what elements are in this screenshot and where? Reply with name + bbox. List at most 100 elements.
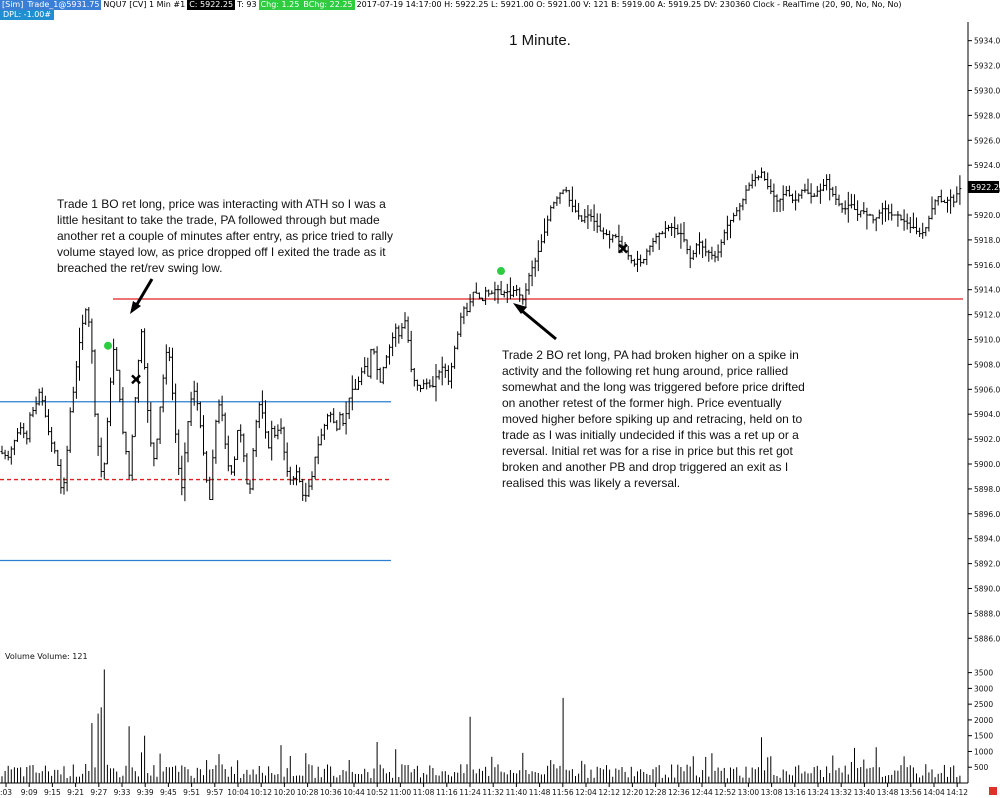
x-tick-label: 14:04 [923,788,945,797]
y-tick-label: 5896.00 [974,510,1000,519]
x-tick-label: 10:12 [250,788,272,797]
x-tick-label: 12:36 [668,788,690,797]
y-tick-label: 5918.00 [974,236,1000,245]
y-tick-label: 5928.00 [974,111,1000,120]
y-tick-label: 5888.00 [974,609,1000,618]
current-price-label: 5922.25 [968,180,1000,193]
y-tick-label: 5930.00 [974,86,1000,95]
y-tick-label: 5898.00 [974,485,1000,494]
x-tick-label: 13:24 [807,788,829,797]
x-tick-label: 12:52 [714,788,736,797]
current-price-box [968,180,999,193]
x-tick-label: 11:56 [552,788,574,797]
status-indicator [989,787,997,795]
annotation-arrows [130,278,557,341]
x-tick-label: 13:56 [900,788,922,797]
x-tick-label: 11:08 [413,788,435,797]
x-tick-label: 9:09 [21,788,38,797]
x-tick-label: 9:39 [137,788,154,797]
y-tick-label: 5890.00 [974,585,1000,594]
x-tick-label: 10:52 [366,788,388,797]
x-tick-label: 9:15 [44,788,61,797]
current-price-text: 5922.25 [971,183,1000,192]
x-tick-label: 12:44 [691,788,713,797]
entry-marker [497,267,505,276]
header-dpl-row: DPL: -1.00# [0,10,55,20]
x-tick-label: 9:45 [160,788,177,797]
header-field-3: C: 5922.25 [187,0,236,10]
y-tick-label: 5934.00 [974,37,1000,46]
x-tick-label: 9:57 [206,788,223,797]
header-field-7: 2017-07-19 14:17:00 H: 5922.25 L: 5921.0… [356,0,902,9]
volume-label: Volume Volume: 121 [5,652,88,661]
volume-tick-label: 1500 [974,732,993,741]
exit-marker [618,243,628,254]
x-tick-label: 9:27 [90,788,107,797]
exit-marker [131,374,141,385]
y-tick-label: 5914.00 [974,286,1000,295]
chart-title: 1 Minute. [509,32,571,49]
header-field-5: Chg: 1.25 [258,0,302,10]
x-axis-ticks: :03 9:09 9:15 9:21 9:27 9:33 9:39 9:45 9:51 9:57 1… [0,783,968,797]
support-resistance-lines [0,298,963,562]
x-tick-label: 9:51 [183,788,200,797]
chart-header: [Sim] Trade_1@5931.75 NQU7 [CV] 1 Min #1 C:… [0,0,968,20]
y-tick-label: 5900.00 [974,460,1000,469]
header-field-2: NQU7 [CV] 1 Min #1 [103,0,186,9]
x-tick-label: 10:04 [227,788,249,797]
trade2-annotation: Trade 2 BO ret long, PA had broken highe… [502,348,805,490]
ohlc-bars [0,167,962,502]
y-tick-label: 5920.00 [974,211,1000,220]
x-tick-label: 11:40 [506,788,528,797]
x-tick-label: 13:16 [784,788,806,797]
x-tick-label: 10:20 [274,788,296,797]
chart-axes [0,22,969,784]
header-field-0: [Sim] [0,0,26,10]
header-field-4: T: 93 [237,0,257,9]
y-tick-label: 5908.00 [974,360,1000,369]
y-axis-ticks: 5934.00 5932.00 5930.00 5928.00 5926.00 5924.… [968,37,1000,643]
x-tick-label: 11:00 [390,788,412,797]
y-tick-label: 5910.00 [974,336,1000,345]
volume-tick-label: 1000 [974,747,993,756]
volume-tick-label: 2000 [974,716,993,725]
y-tick-label: 5932.00 [974,62,1000,71]
x-tick-label: 12:12 [598,788,620,797]
volume-tick-label: 2500 [974,700,993,709]
x-tick-label: 13:48 [877,788,899,797]
y-tick-label: 5892.00 [974,560,1000,569]
x-tick-label: :03 [0,788,12,797]
header-info-row: [Sim] Trade_1@5931.75 NQU7 [CV] 1 Min #1 C:… [0,0,904,10]
x-tick-label: 11:32 [482,788,504,797]
volume-tick-label: 500 [974,763,989,772]
x-tick-label: 9:33 [114,788,131,797]
volume-tick-label: 3000 [974,684,993,693]
trade-markers [104,243,628,385]
x-tick-label: 13:08 [761,788,783,797]
y-tick-label: 5926.00 [974,136,1000,145]
entry-marker [104,341,112,350]
x-tick-label: 11:48 [529,788,551,797]
y-tick-label: 5894.00 [974,535,1000,544]
x-tick-label: 9:21 [67,788,84,797]
y-tick-label: 5916.00 [974,261,1000,270]
trade1-annotation: Trade 1 BO ret long, price was interacti… [57,197,393,275]
volume-bars [1,669,961,783]
x-tick-label: 11:16 [436,788,458,797]
y-tick-label: 5886.00 [974,634,1000,643]
x-tick-label: 12:20 [622,788,644,797]
y-tick-label: 5906.00 [974,385,1000,394]
x-tick-label: 11:24 [459,788,481,797]
y-tick-label: 5902.00 [974,435,1000,444]
x-tick-label: 12:04 [575,788,597,797]
header-field-6: BChg: 22.25 [301,0,355,10]
volume-axis: 3500 3000 2500 2000 1500 1000 500 [968,669,993,772]
y-tick-label: 5904.00 [974,410,1000,419]
dpl-badge: DPL: -1.00# [0,10,55,20]
x-tick-label: 13:40 [854,788,876,797]
header-field-1: Trade_1@5931.75 [25,0,102,10]
x-tick-label: 10:36 [320,788,342,797]
x-tick-label: 12:28 [645,788,667,797]
x-tick-label: 14:12 [946,788,968,797]
